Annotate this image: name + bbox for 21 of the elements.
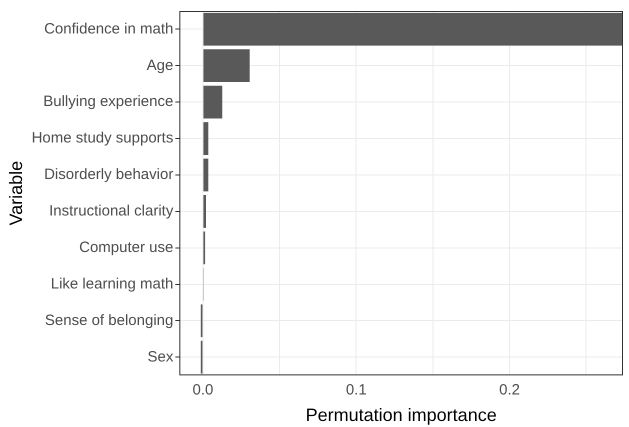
bar [203, 195, 206, 228]
y-tick-label: Home study supports [32, 130, 174, 147]
y-tick-label: Like learning math [50, 275, 174, 292]
bar [203, 12, 623, 46]
bar [203, 49, 250, 82]
y-axis-title: Variable [6, 160, 26, 226]
y-tick-label: Age [146, 56, 174, 74]
y-tick-label: Sense of belonging [44, 312, 174, 329]
y-tick-label: Bullying experience [43, 93, 174, 110]
bar [203, 86, 222, 118]
y-tick-label: Disorderly behavior [44, 166, 174, 184]
y-tick-label: Sex [147, 348, 174, 366]
bar [203, 158, 208, 192]
y-tick-label: Instructional clarity [49, 202, 174, 220]
y-tick-label: Computer use [79, 239, 174, 256]
x-tick-label: 0.0 [192, 382, 214, 399]
y-tick-label: Confidence in math [44, 20, 174, 38]
bar [203, 122, 208, 155]
x-tick-label: 0.2 [499, 382, 520, 399]
x-tick-label: 0.1 [346, 382, 367, 399]
x-axis-title: Permutation importance [306, 405, 497, 426]
